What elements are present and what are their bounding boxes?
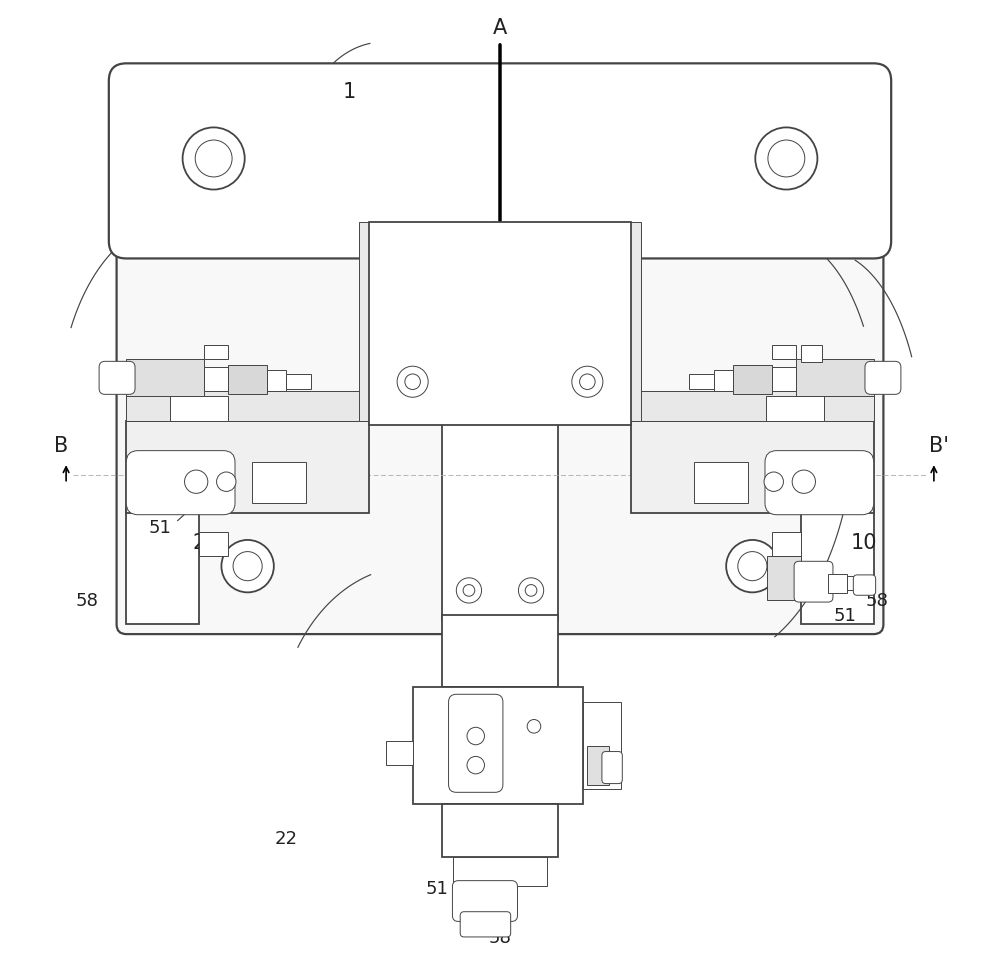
Bar — [714, 371, 733, 392]
Circle shape — [195, 141, 232, 178]
Circle shape — [768, 141, 805, 178]
FancyBboxPatch shape — [765, 451, 874, 515]
Bar — [631, 422, 874, 513]
Bar — [267, 371, 286, 392]
Bar — [126, 509, 199, 625]
FancyBboxPatch shape — [865, 362, 901, 395]
Bar — [847, 576, 862, 591]
Circle shape — [792, 470, 815, 494]
Circle shape — [525, 585, 537, 597]
Text: B: B — [54, 435, 68, 456]
Bar — [796, 360, 874, 397]
Bar — [126, 422, 369, 513]
Bar — [442, 804, 558, 858]
Circle shape — [217, 472, 236, 492]
FancyBboxPatch shape — [602, 752, 622, 783]
Circle shape — [764, 472, 783, 492]
Bar — [733, 366, 772, 395]
FancyBboxPatch shape — [99, 362, 135, 395]
Text: 58: 58 — [865, 592, 888, 609]
FancyBboxPatch shape — [126, 451, 235, 515]
Bar — [204, 345, 228, 360]
Bar — [126, 392, 369, 422]
Bar — [772, 345, 796, 360]
Bar — [766, 397, 824, 422]
Bar — [689, 375, 714, 389]
Bar — [442, 615, 558, 688]
FancyBboxPatch shape — [449, 694, 503, 792]
FancyBboxPatch shape — [109, 65, 891, 259]
Circle shape — [221, 541, 274, 593]
Bar — [369, 222, 631, 426]
Bar — [583, 702, 621, 789]
FancyBboxPatch shape — [853, 575, 876, 596]
Text: 22: 22 — [275, 829, 298, 847]
Circle shape — [518, 578, 544, 603]
Bar — [453, 858, 547, 887]
Circle shape — [738, 552, 767, 581]
Bar — [767, 556, 801, 600]
FancyBboxPatch shape — [794, 561, 833, 602]
Text: 51: 51 — [149, 518, 172, 537]
Text: A: A — [493, 19, 507, 38]
Circle shape — [185, 470, 208, 494]
Text: 2: 2 — [192, 532, 206, 553]
Bar — [772, 533, 801, 556]
Circle shape — [572, 367, 603, 398]
Bar — [442, 422, 558, 620]
Circle shape — [580, 375, 595, 390]
Bar — [286, 375, 311, 389]
Bar — [772, 368, 796, 392]
Circle shape — [405, 375, 420, 390]
Text: 51: 51 — [833, 606, 856, 624]
Circle shape — [467, 757, 484, 774]
Bar — [252, 463, 306, 504]
Circle shape — [456, 578, 482, 603]
FancyBboxPatch shape — [452, 881, 517, 921]
FancyBboxPatch shape — [117, 207, 883, 635]
Bar — [801, 345, 822, 363]
Circle shape — [183, 128, 245, 191]
Text: 10: 10 — [851, 532, 877, 553]
Bar — [170, 397, 228, 422]
Bar — [631, 392, 874, 422]
Circle shape — [467, 728, 484, 745]
Bar — [386, 741, 413, 766]
Circle shape — [463, 585, 475, 597]
Text: 1: 1 — [343, 81, 356, 102]
Bar — [413, 688, 583, 804]
Bar — [828, 574, 847, 594]
Text: 51: 51 — [425, 879, 448, 898]
Circle shape — [233, 552, 262, 581]
Bar — [204, 368, 228, 392]
Circle shape — [726, 541, 779, 593]
FancyBboxPatch shape — [460, 911, 511, 937]
Bar — [199, 533, 228, 556]
Bar — [629, 222, 641, 422]
Bar — [228, 366, 267, 395]
Bar — [359, 222, 371, 422]
Circle shape — [397, 367, 428, 398]
Text: 58: 58 — [76, 592, 99, 609]
Bar — [801, 509, 874, 625]
Circle shape — [527, 720, 541, 734]
Text: 58: 58 — [489, 928, 511, 946]
Circle shape — [755, 128, 817, 191]
Bar — [126, 360, 204, 397]
Bar — [587, 746, 609, 784]
Bar — [694, 463, 748, 504]
Text: B': B' — [929, 435, 949, 456]
